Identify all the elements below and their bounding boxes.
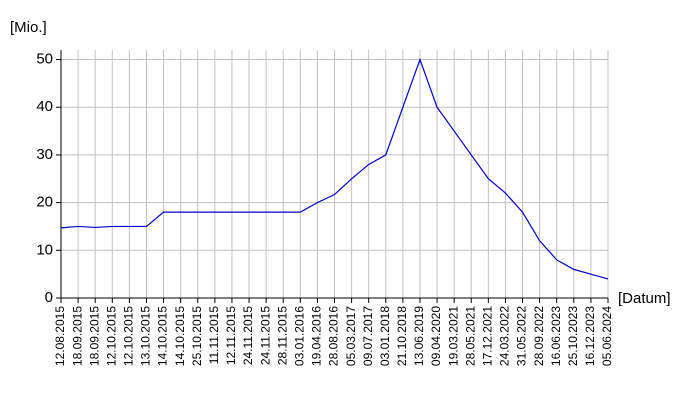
x-tick-label: 28.09.2022 xyxy=(532,306,546,366)
y-tick-label: 10 xyxy=(36,241,53,258)
x-tick-label: 28.05.2021 xyxy=(463,306,477,366)
x-tick-label: 13.06.2019 xyxy=(412,306,426,366)
x-tick-label: 24.03.2022 xyxy=(498,306,512,366)
x-tick-label: 12.10.2015 xyxy=(104,306,118,366)
y-tick-label: 50 xyxy=(36,51,53,68)
x-tick-label: 24.11.2015 xyxy=(241,306,255,365)
x-tick-label: 28.08.2016 xyxy=(327,306,341,366)
x-tick-label: 09.07.2017 xyxy=(361,306,375,366)
x-tick-label: 12.08.2015 xyxy=(53,306,67,366)
x-tick-label: 13.10.2015 xyxy=(139,306,153,366)
x-tick-label: 05.03.2017 xyxy=(344,306,358,366)
x-tick-label: 24.11.2015 xyxy=(258,306,272,365)
x-tick-label: 19.04.2016 xyxy=(310,306,324,366)
x-tick-label: 25.10.2015 xyxy=(190,306,204,366)
x-tick-label: 16.06.2023 xyxy=(549,306,563,366)
x-tick-label: 28.11.2015 xyxy=(275,306,289,365)
x-tick-label: 21.10.2018 xyxy=(395,306,409,366)
y-tick-label: 30 xyxy=(36,146,53,163)
x-tick-label: 19.03.2021 xyxy=(446,306,460,366)
x-tick-label: 17.12.2021 xyxy=(481,306,495,366)
y-axis-label: [Mio.] xyxy=(10,19,47,36)
y-tick-label: 0 xyxy=(45,289,53,306)
y-tick-label: 20 xyxy=(36,194,53,211)
x-tick-label: 14.10.2015 xyxy=(156,306,170,366)
x-tick-label: 31.05.2022 xyxy=(515,306,529,366)
x-tick-label: 18.09.2015 xyxy=(87,306,101,366)
x-tick-label: 11.11.2015 xyxy=(207,306,221,365)
x-tick-label: 25.10.2023 xyxy=(566,306,580,366)
x-tick-label: 09.04.2020 xyxy=(429,306,443,366)
x-tick-label: 05.06.2024 xyxy=(600,306,614,366)
y-tick-label: 40 xyxy=(36,98,53,115)
x-tick-label: 18.09.2015 xyxy=(70,306,84,366)
x-tick-label: 03.01.2018 xyxy=(378,306,392,366)
x-tick-label: 12.11.2015 xyxy=(224,306,238,365)
x-tick-label: 14.10.2015 xyxy=(173,306,187,366)
data-line xyxy=(60,57,609,280)
x-axis-label: [Datum] xyxy=(618,290,671,307)
x-tick-label: 03.01.2016 xyxy=(292,306,306,366)
x-tick-label: 12.10.2015 xyxy=(122,306,136,366)
x-tick-label: 16.12.2023 xyxy=(583,306,597,366)
